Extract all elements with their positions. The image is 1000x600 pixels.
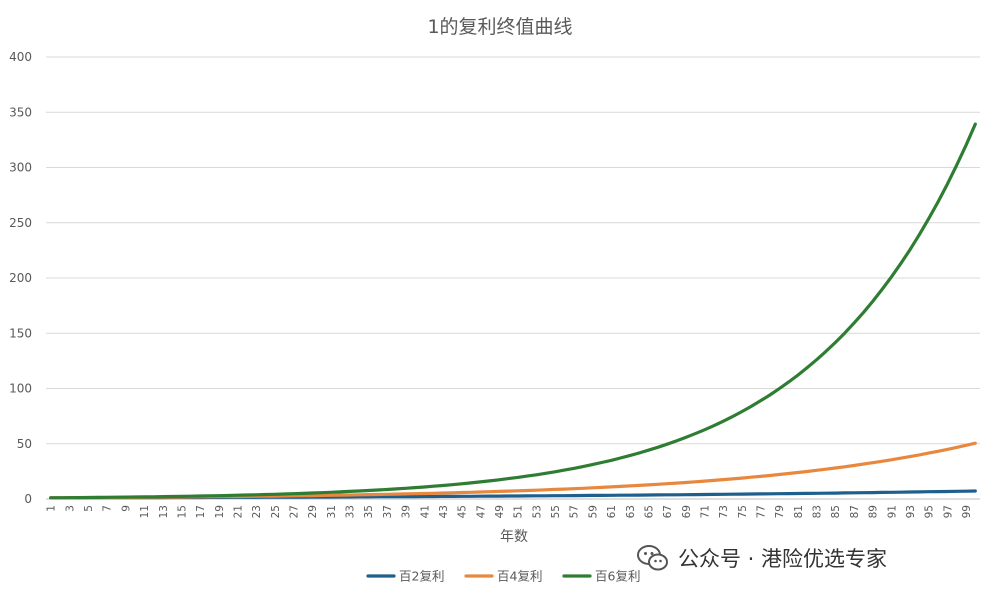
x-tick-label: 77	[756, 505, 768, 518]
x-tick-label: 65	[643, 505, 655, 518]
x-tick-label: 61	[606, 505, 618, 518]
grid	[46, 56, 980, 500]
x-tick-label: 41	[419, 505, 431, 518]
y-tick-label: 100	[9, 382, 32, 396]
y-tick-label: 250	[9, 216, 32, 230]
x-tick-label: 95	[924, 505, 936, 518]
legend-label: 百4复利	[497, 569, 542, 584]
series-line	[49, 122, 977, 500]
x-tick-label: 53	[531, 505, 543, 518]
x-tick-label: 15	[176, 505, 188, 518]
x-tick-label: 35	[363, 505, 375, 518]
x-tick-label: 87	[849, 505, 861, 518]
x-tick-label: 93	[905, 505, 917, 518]
watermark: 公众号 · 港险优选专家	[636, 541, 887, 575]
series-line	[49, 441, 977, 500]
x-tick-label: 63	[625, 505, 637, 518]
x-tick-label: 89	[868, 505, 880, 518]
x-tick-label: 3	[64, 505, 76, 512]
x-tick-label: 59	[587, 505, 599, 518]
x-tick-label: 73	[718, 505, 730, 518]
x-tick-label: 7	[102, 505, 114, 512]
x-tick-label: 99	[961, 505, 973, 518]
x-tick-label: 5	[83, 505, 95, 512]
x-tick-label: 1	[46, 505, 58, 512]
y-tick-label: 400	[9, 50, 32, 64]
x-tick-label: 55	[550, 505, 562, 518]
x-tick-label: 71	[699, 505, 711, 518]
wechat-icon	[637, 545, 668, 571]
x-tick-label: 19	[214, 505, 226, 518]
x-tick-label: 47	[475, 505, 487, 518]
y-axis-ticks: 0 50 100 150 200 250 300 350 400	[9, 50, 32, 506]
x-tick-label: 29	[307, 505, 319, 518]
x-tick-label: 25	[270, 505, 282, 518]
x-tick-label: 43	[438, 505, 450, 518]
x-tick-label: 11	[139, 505, 151, 518]
x-tick-label: 37	[382, 505, 394, 518]
x-tick-label: 27	[289, 505, 301, 518]
x-tick-label: 69	[681, 505, 693, 518]
x-tick-label: 21	[232, 505, 244, 518]
legend: 百2复利 百4复利 百6复利	[366, 569, 640, 584]
x-axis-ticks: 1 3 5 7 9 11 13 15 17 19 21 23 25 27 29 31 33 35 37 39 41 43 4…	[46, 505, 973, 518]
x-tick-label: 23	[251, 505, 263, 518]
x-tick-label: 57	[569, 505, 581, 518]
x-tick-label: 49	[494, 505, 506, 518]
x-tick-label: 83	[812, 505, 824, 518]
legend-label: 百2复利	[399, 569, 444, 584]
x-tick-label: 33	[345, 505, 357, 518]
y-tick-label: 200	[9, 271, 32, 285]
x-tick-label: 75	[737, 505, 749, 518]
y-tick-label: 0	[24, 492, 32, 506]
x-tick-label: 67	[662, 505, 674, 518]
watermark-text: 公众号 · 港险优选专家	[678, 547, 888, 571]
y-tick-label: 300	[9, 161, 32, 175]
x-tick-label: 97	[942, 505, 954, 518]
legend-label: 百6复利	[595, 569, 640, 584]
x-tick-label: 85	[830, 505, 842, 518]
x-tick-label: 45	[457, 505, 469, 518]
x-tick-label: 79	[774, 505, 786, 518]
series-lines	[49, 122, 977, 500]
x-tick-label: 91	[886, 505, 898, 518]
x-tick-label: 31	[326, 505, 338, 518]
y-tick-label: 50	[17, 437, 32, 451]
x-tick-label: 39	[401, 505, 413, 518]
x-tick-label: 81	[793, 505, 805, 518]
x-axis-title: 年数	[500, 529, 528, 545]
x-tick-label: 9	[120, 505, 132, 512]
chart-title: 1的复利终值曲线	[427, 16, 572, 38]
x-tick-label: 51	[513, 505, 525, 518]
y-tick-label: 350	[9, 105, 32, 119]
y-tick-label: 150	[9, 326, 32, 340]
x-tick-label: 13	[158, 505, 170, 518]
x-tick-label: 17	[195, 505, 207, 518]
